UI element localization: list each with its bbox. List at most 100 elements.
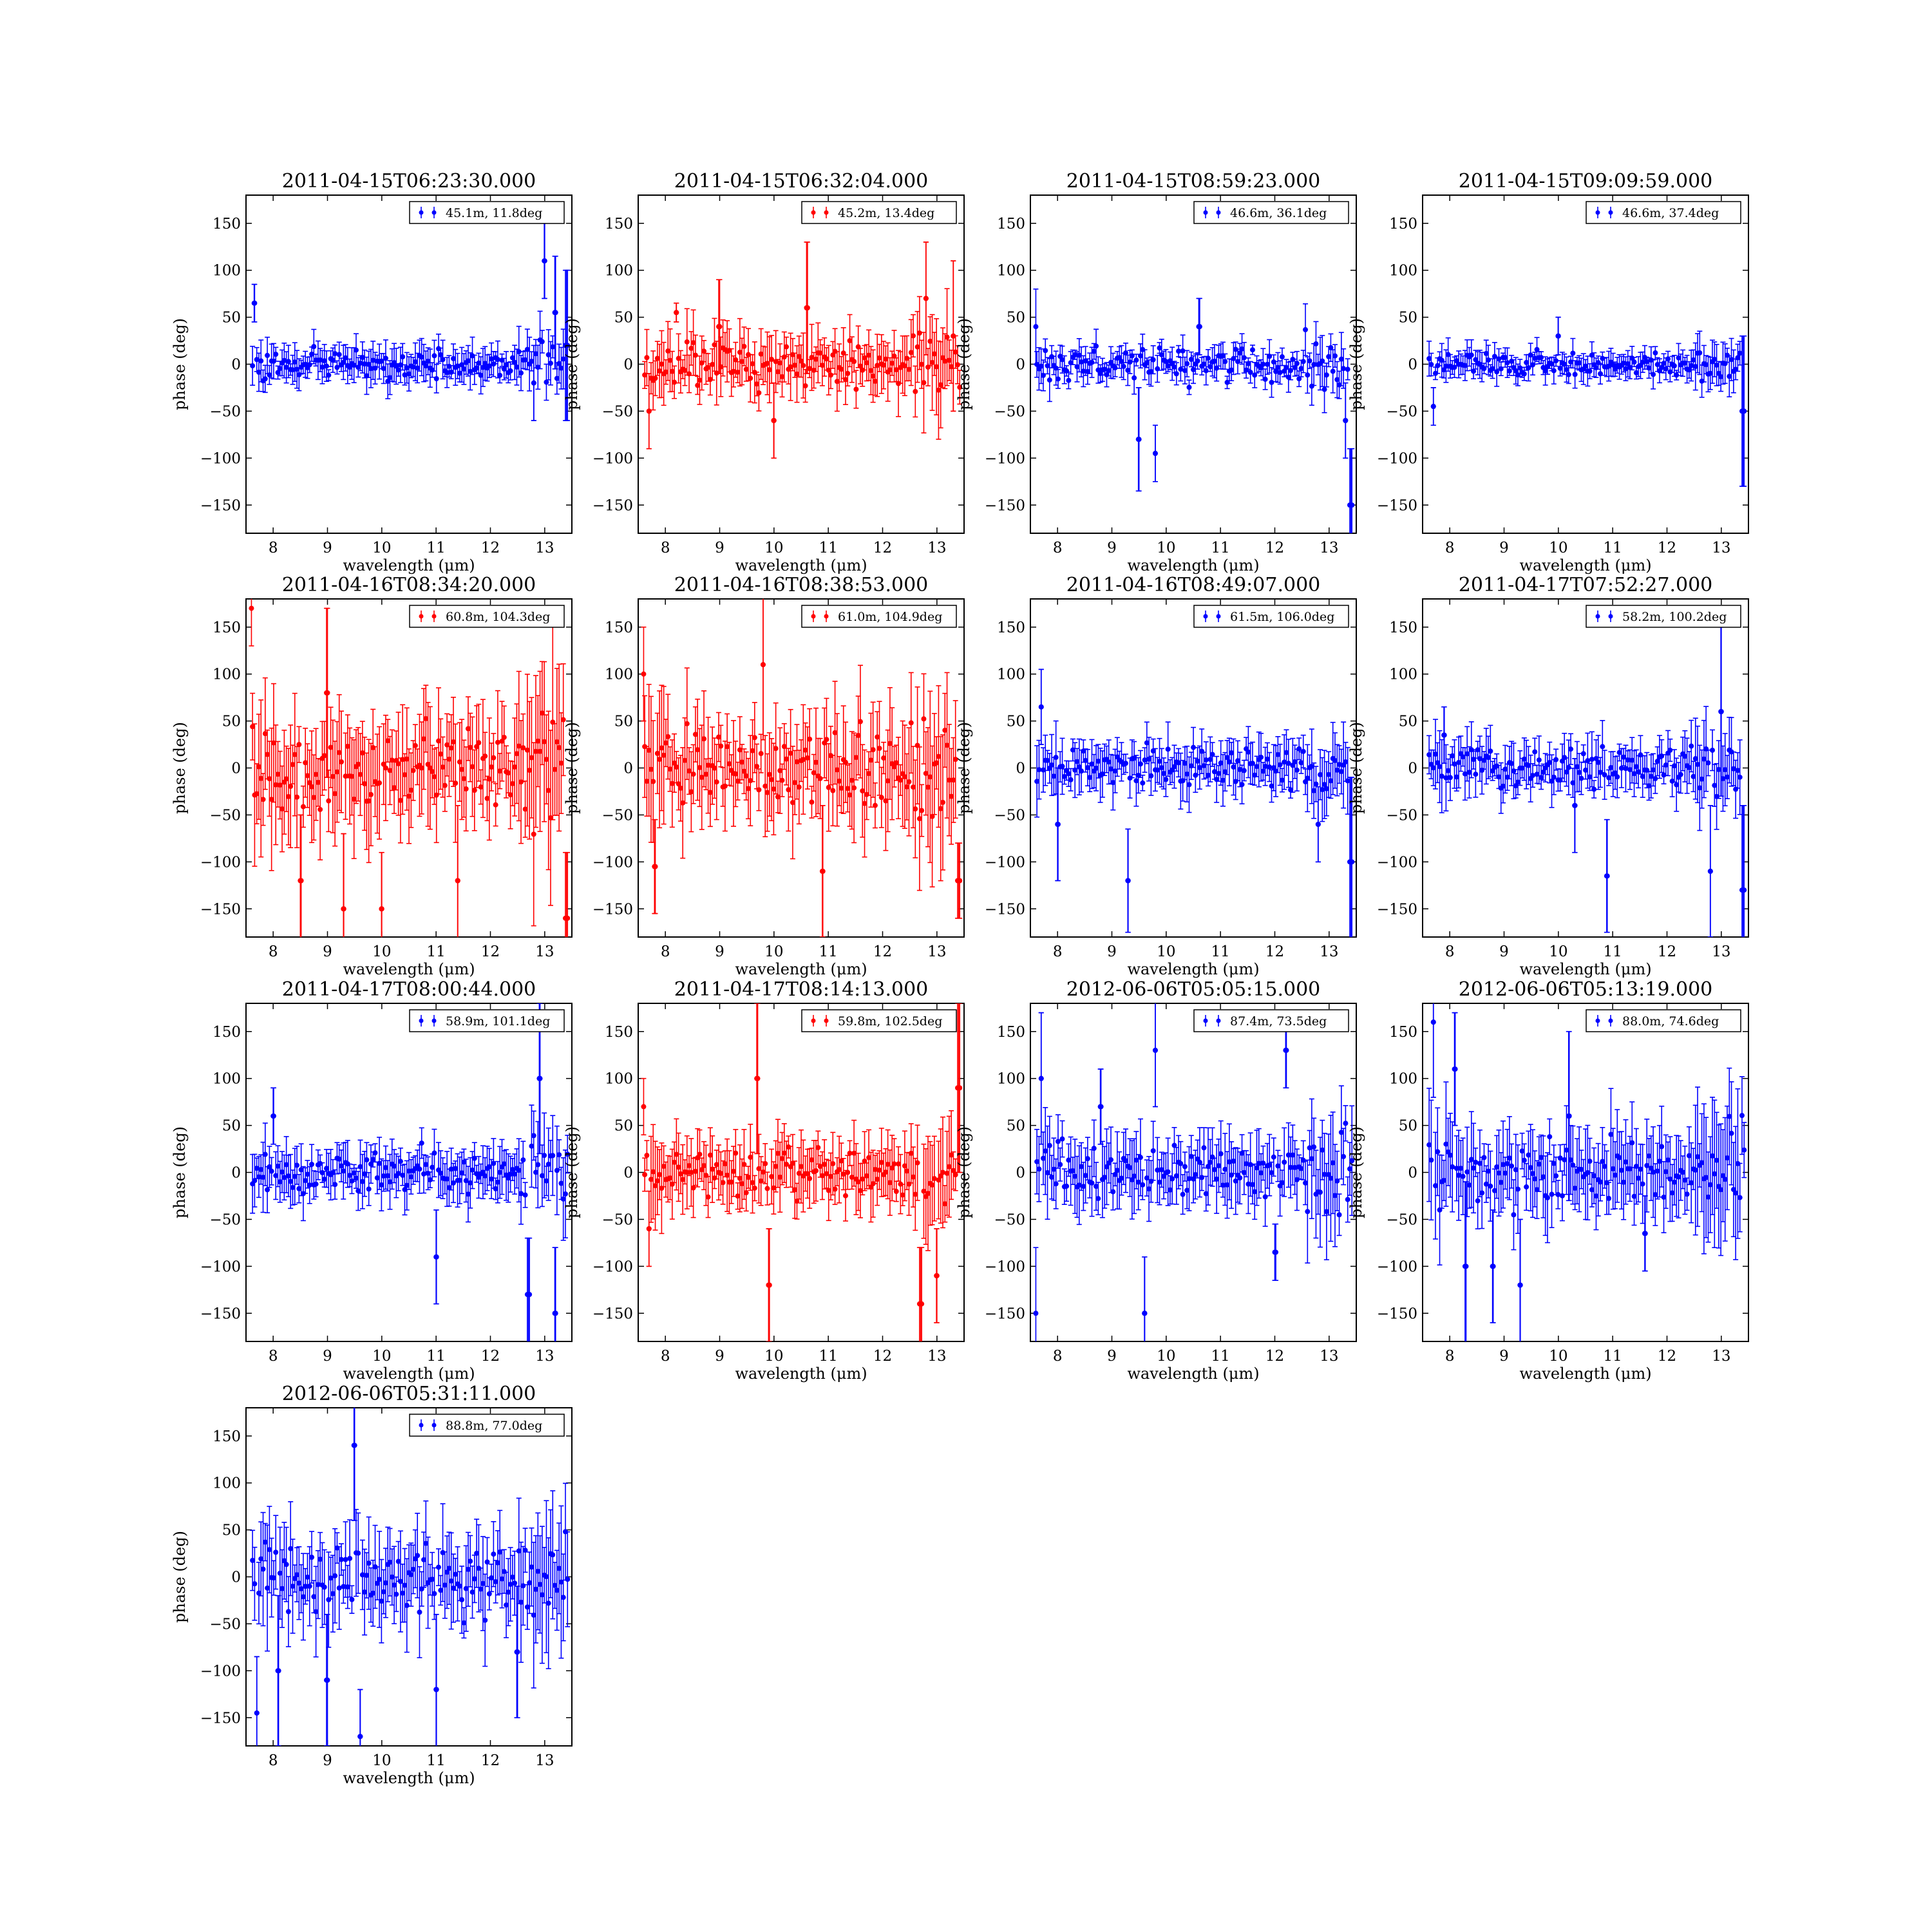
y-tick-label: 150 <box>605 620 633 636</box>
data-point <box>792 780 798 786</box>
data-point <box>741 343 747 349</box>
data-point <box>1045 363 1050 368</box>
x-tick-label: 11 <box>819 943 838 960</box>
subplot-8: 2011-04-17T07:52:27.000 8 9 10 11 12 13 −150 −10… <box>1347 574 1749 978</box>
y-tick-label: −150 <box>985 901 1025 918</box>
data-point <box>415 365 421 371</box>
data-point <box>927 338 933 344</box>
data-point <box>1303 327 1309 332</box>
data-point <box>442 782 448 788</box>
data-point <box>512 359 518 365</box>
data-point <box>1305 372 1311 378</box>
data-point <box>357 360 363 366</box>
x-tick-label: 10 <box>372 540 391 556</box>
data-point <box>677 785 683 791</box>
data-point <box>1038 363 1044 369</box>
data-point <box>1692 364 1698 370</box>
data-point <box>1659 365 1665 370</box>
data-point <box>362 361 368 367</box>
data-point <box>1627 365 1633 370</box>
data-point <box>1296 376 1302 382</box>
data-point <box>1161 770 1167 776</box>
data-point <box>775 369 781 375</box>
x-tick-label: 9 <box>715 943 724 960</box>
data-point <box>1345 366 1350 372</box>
data-point <box>758 351 764 357</box>
data-point <box>842 377 848 383</box>
data-point <box>779 777 785 783</box>
data-point <box>657 368 663 374</box>
data-point <box>355 761 361 767</box>
subplot-1: 2011-04-15T06:23:30.000 8 9 10 11 12 13 −150 −10… <box>171 170 573 574</box>
y-tick-label: −100 <box>200 450 241 467</box>
data-point <box>908 350 914 355</box>
data-point <box>1439 773 1444 779</box>
data-point <box>1532 749 1538 755</box>
data-point <box>275 370 281 375</box>
data-point <box>1292 759 1298 764</box>
data-point <box>799 358 804 364</box>
data-point <box>826 367 831 373</box>
data-point <box>830 788 836 793</box>
data-point <box>1307 358 1312 364</box>
x-tick-label: 10 <box>1157 540 1175 556</box>
data-point <box>275 772 281 777</box>
data-point <box>1121 363 1126 369</box>
data-point <box>752 735 757 741</box>
data-point <box>674 310 679 316</box>
data-point <box>370 357 376 363</box>
legend: 45.2m, 13.4deg <box>801 201 957 224</box>
data-point <box>1502 766 1508 772</box>
y-tick-label: 100 <box>1389 667 1417 683</box>
data-point <box>1285 374 1291 380</box>
data-point <box>1651 372 1656 377</box>
data-point <box>545 352 551 357</box>
data-point <box>1445 768 1451 773</box>
data-point <box>1264 361 1270 367</box>
data-point <box>862 355 867 361</box>
x-tick-label: 10 <box>764 540 783 556</box>
data-point <box>707 790 713 795</box>
data-point <box>1464 751 1470 757</box>
data-point <box>504 362 509 368</box>
data-point <box>1216 770 1222 776</box>
data-point <box>1178 366 1184 372</box>
data-point <box>509 781 515 786</box>
data-point <box>1501 783 1506 789</box>
data-point <box>1477 756 1482 762</box>
data-point <box>870 747 876 753</box>
data-point <box>1264 756 1270 762</box>
data-point <box>1315 822 1321 827</box>
data-point <box>1332 353 1338 359</box>
data-point <box>690 340 696 346</box>
data-point <box>1034 779 1040 784</box>
data-point <box>507 368 513 374</box>
data-point <box>486 776 492 782</box>
data-point <box>539 339 545 345</box>
x-tick-label: 9 <box>1499 540 1509 556</box>
data-point <box>1343 759 1349 764</box>
x-tick-label: 12 <box>873 943 892 960</box>
data-point <box>1070 747 1075 753</box>
data-point <box>1040 767 1046 773</box>
y-axis-label: phase (deg) <box>171 722 189 814</box>
data-point <box>468 368 473 374</box>
data-point <box>459 766 465 772</box>
data-point <box>786 787 791 793</box>
data-point <box>1231 764 1236 770</box>
data-point <box>722 783 728 789</box>
y-tick-label: −100 <box>985 854 1025 871</box>
data-point <box>891 764 897 770</box>
data-point <box>942 358 948 364</box>
data-point <box>1305 775 1311 781</box>
data-point <box>1132 755 1137 761</box>
data-point <box>1338 356 1344 362</box>
data-point <box>773 746 779 752</box>
data-point <box>750 361 755 366</box>
y-tick-label: 50 <box>1007 310 1025 327</box>
subplot-4: 2011-04-15T09:09:59.000 8 9 10 11 12 13 −150 −10… <box>1347 170 1749 574</box>
data-point <box>332 791 338 797</box>
data-point <box>1094 343 1099 349</box>
data-point <box>1653 350 1658 355</box>
y-tick-label: 100 <box>997 667 1025 683</box>
